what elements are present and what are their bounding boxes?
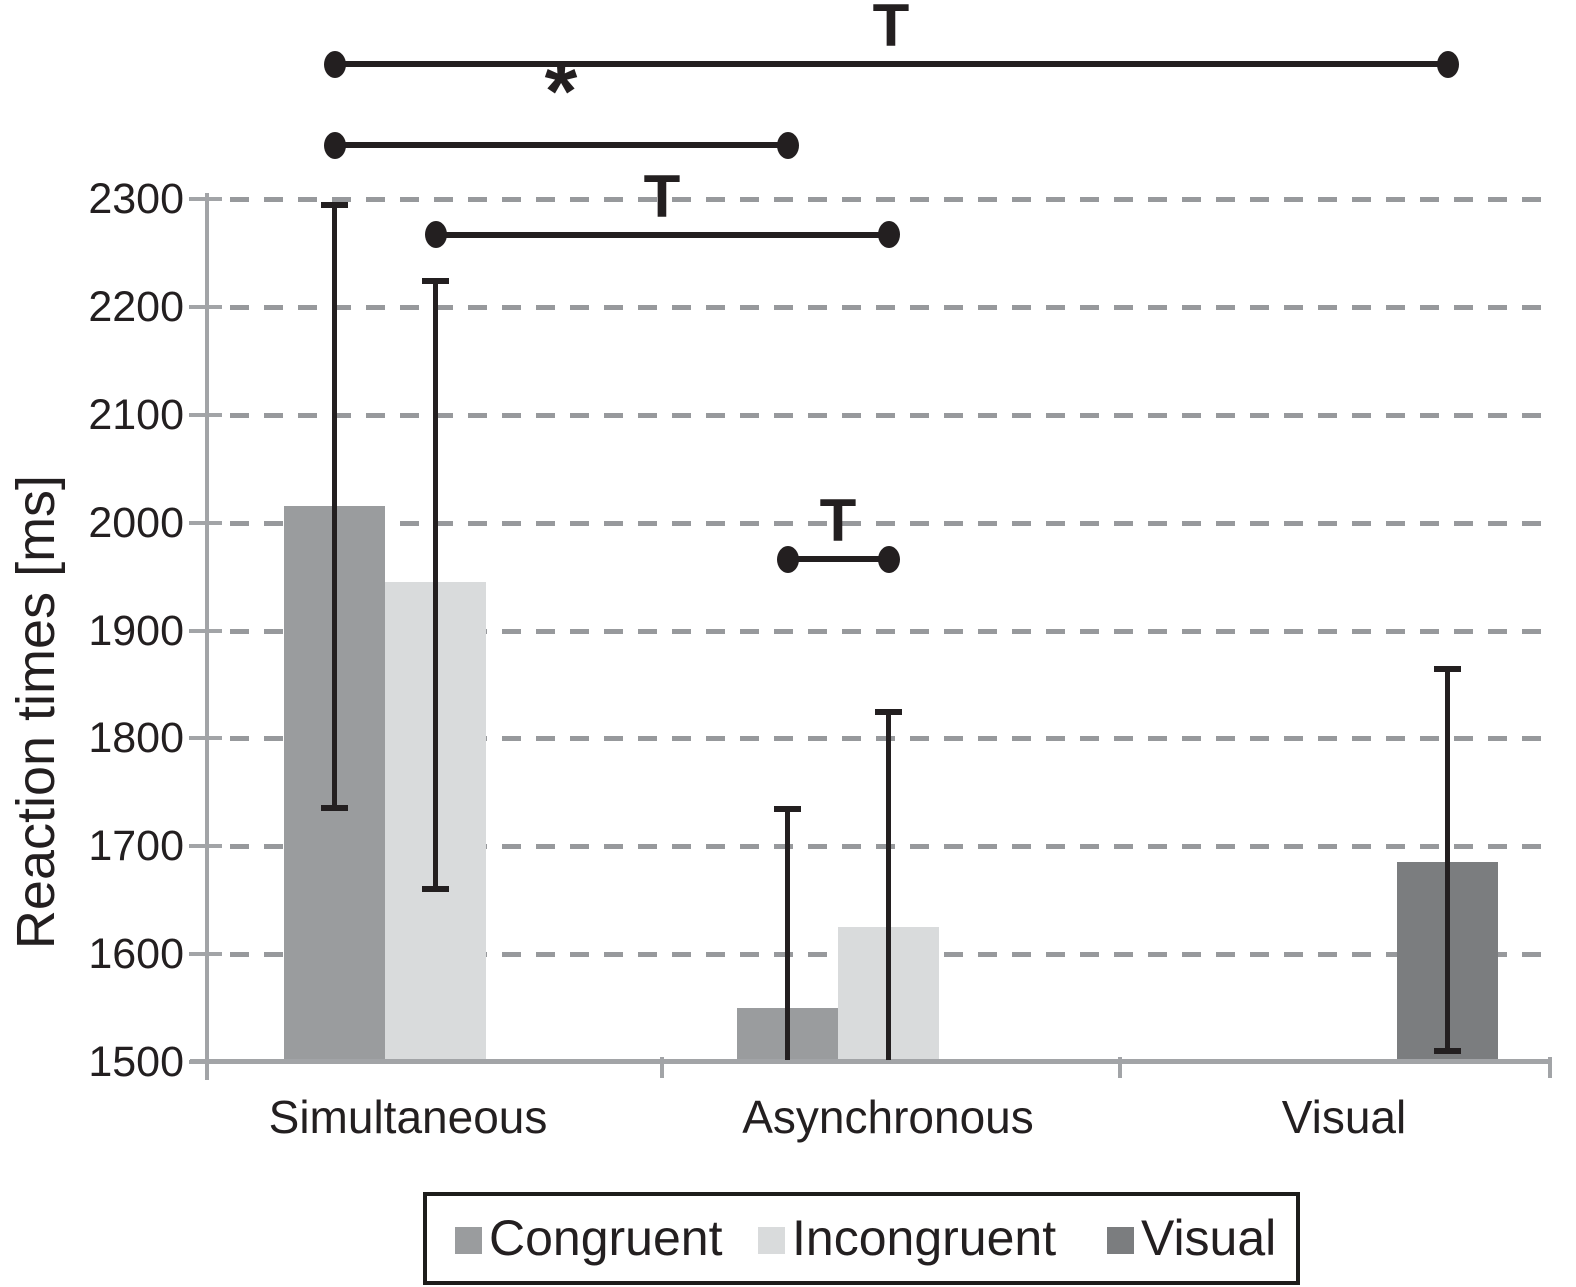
significance-bracket-endpoint <box>877 221 900 249</box>
legend-label-incongruent: Incongruent <box>792 1210 1057 1266</box>
legend-label-congruent: Congruent <box>489 1210 723 1266</box>
y-tick-label: 2200 <box>88 282 184 331</box>
legend: Congruent Incongruent Visual <box>423 1192 1300 1285</box>
plot-area: 1500 1600 1700 1800 1900 2000 2100 2200 2300 T * T T… <box>88 0 1552 1143</box>
significance-bracket-endpoint <box>776 131 799 159</box>
significance-label: T <box>643 162 681 230</box>
legend-swatch-incongruent <box>758 1227 785 1254</box>
significance-bracket-endpoint <box>877 545 900 573</box>
gridline-2000 <box>230 520 1550 526</box>
x-axis-tick <box>1548 1057 1552 1078</box>
significance-bracket-endpoint <box>323 131 346 159</box>
error-bar-visual-visual-cap-top <box>1434 666 1461 673</box>
y-tick-label: 1500 <box>88 1038 184 1086</box>
error-bar-asynchronous-incongruent-cap-top <box>875 709 902 716</box>
error-bar-asynchronous-incongruent <box>886 711 891 1060</box>
error-bar-simultaneous-incongruent <box>433 279 438 890</box>
error-bar-simultaneous-congruent-cap-top <box>321 202 348 209</box>
legend-label-visual: Visual <box>1141 1210 1277 1266</box>
y-tick-2000 <box>189 520 222 525</box>
y-tick-1700 <box>189 844 222 849</box>
gridline-2300 <box>230 197 1550 202</box>
x-category-label-asynchronous: Asynchronous <box>742 1091 1034 1143</box>
significance-bracket-endpoint <box>1436 50 1459 78</box>
significance-bracket-endpoint <box>323 50 346 78</box>
significance-bracket-endpoint <box>424 221 447 249</box>
y-tick-label: 1900 <box>88 606 184 655</box>
significance-bracket-line <box>435 231 889 238</box>
y-tick-2300 <box>189 197 222 201</box>
significance-label: T <box>872 0 910 60</box>
error-bar-visual-visual <box>1445 668 1450 1052</box>
x-axis-tick <box>1118 1057 1122 1078</box>
y-tick-1800 <box>189 736 222 741</box>
y-tick-label: 1700 <box>88 822 184 871</box>
legend-swatch-congruent <box>455 1227 482 1254</box>
significance-bracket-endpoint <box>776 545 799 573</box>
y-tick-label: 2000 <box>88 498 184 547</box>
significance-bracket-line <box>334 142 788 149</box>
x-axis-line <box>190 1059 1552 1064</box>
gridline-2100 <box>230 412 1550 418</box>
y-tick-label: 1600 <box>88 930 184 979</box>
error-bar-asynchronous-congruent-cap-top <box>774 806 801 813</box>
x-category-label-visual: Visual <box>1281 1091 1407 1143</box>
error-bar-simultaneous-congruent <box>332 204 337 809</box>
legend-swatch-visual <box>1107 1227 1134 1254</box>
significance-bracket-line <box>334 61 1448 68</box>
y-axis-line <box>205 193 209 1080</box>
significance-bracket-line <box>787 556 889 563</box>
x-axis-tick <box>660 1057 664 1078</box>
gridline-2200 <box>230 304 1550 310</box>
significance-label: * <box>544 44 578 139</box>
error-bar-simultaneous-congruent-cap-bottom <box>321 805 348 812</box>
error-bar-visual-visual-cap-bottom <box>1434 1048 1461 1055</box>
y-tick-2100 <box>189 412 222 417</box>
error-bar-simultaneous-incongruent-cap-bottom <box>422 886 449 893</box>
y-tick-1600 <box>189 952 222 957</box>
gridline-1900 <box>230 628 1550 634</box>
y-tick-1900 <box>189 628 222 633</box>
significance-label: T <box>819 487 857 555</box>
y-tick-label: 2100 <box>88 390 184 439</box>
error-bar-asynchronous-congruent <box>785 808 790 1060</box>
x-category-label-simultaneous: Simultaneous <box>268 1091 548 1143</box>
y-tick-label: 2300 <box>88 175 184 223</box>
y-tick-2200 <box>189 304 222 309</box>
error-bar-simultaneous-incongruent-cap-top <box>422 277 449 284</box>
y-tick-label: 1800 <box>88 714 184 763</box>
